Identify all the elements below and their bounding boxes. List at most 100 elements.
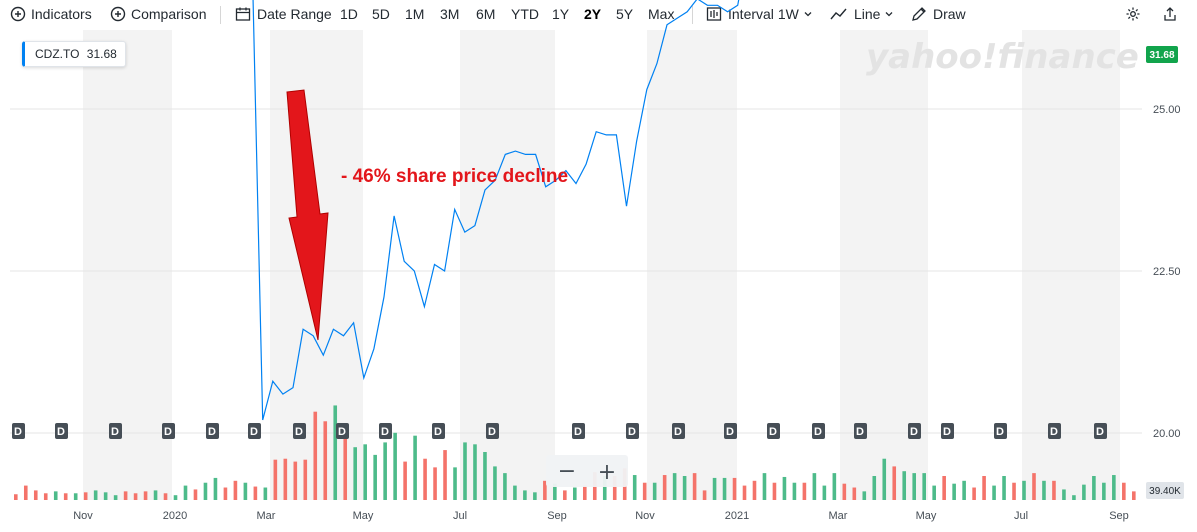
month-band <box>83 30 172 500</box>
candlestick-icon <box>706 7 722 21</box>
range-2y[interactable]: 2Y <box>584 6 602 22</box>
volume-bar <box>722 477 727 500</box>
range-1m[interactable]: 1M <box>405 6 425 22</box>
dividend-marker <box>994 423 1007 439</box>
volume-bar <box>363 444 367 500</box>
volume-bar <box>373 454 377 500</box>
ticker-symbol: CDZ.TO <box>35 47 80 61</box>
volume-bar <box>702 490 707 500</box>
x-tick-label: Jul <box>1014 510 1028 522</box>
volume-bar <box>1012 482 1016 500</box>
volume-bar <box>563 490 567 500</box>
interval-button[interactable]: Interval 1W <box>706 5 813 23</box>
zoom-panel <box>546 455 628 487</box>
dividend-marker-label: D <box>208 426 216 438</box>
volume-bar <box>742 485 747 500</box>
draw-button[interactable]: Draw <box>911 5 966 23</box>
volume-bar <box>123 491 128 500</box>
dividend-marker-label: D <box>295 426 303 438</box>
volume-bar <box>1002 476 1006 500</box>
volume-bar <box>383 442 387 500</box>
chart-toolbar: Indicators Comparison Date Range 1D 5D 1… <box>0 0 1197 30</box>
interval-label: Interval <box>728 6 774 22</box>
dividend-marker <box>812 423 825 439</box>
settings-button[interactable] <box>1125 5 1141 23</box>
month-band <box>1022 30 1120 500</box>
volume-bar <box>523 490 527 500</box>
draw-label: Draw <box>933 6 966 22</box>
volume-bar <box>313 411 318 500</box>
range-3m[interactable]: 3M <box>440 6 460 22</box>
zoom-controls[interactable]: − + <box>546 455 628 487</box>
dividend-marker <box>206 423 219 439</box>
volume-bar <box>832 473 837 500</box>
dividend-marker <box>1048 423 1061 439</box>
volume-bar <box>423 458 427 500</box>
dividend-marker-label: D <box>996 426 1004 438</box>
ticker-price: 31.68 <box>86 47 117 61</box>
volume-bar <box>862 491 867 500</box>
volume-bar <box>772 482 777 500</box>
volume-bar <box>273 459 278 500</box>
volume-bar <box>493 466 497 500</box>
comparison-label: Comparison <box>131 6 207 22</box>
range-1d[interactable]: 1D <box>340 6 358 22</box>
zoom-in-button[interactable]: + <box>598 460 616 485</box>
x-tick-label: 2020 <box>163 510 187 522</box>
chart-type-button[interactable]: Line <box>830 5 894 23</box>
volume-bar <box>203 482 208 500</box>
volume-bar <box>303 459 308 500</box>
decline-arrow <box>286 89 329 341</box>
share-button[interactable] <box>1162 5 1178 23</box>
dividend-marker <box>12 423 25 439</box>
ticker-label[interactable]: CDZ.TO 31.68 <box>22 41 126 67</box>
volume-bar <box>802 482 807 500</box>
volume-bar <box>353 447 357 500</box>
indicators-button[interactable]: Indicators <box>10 5 92 23</box>
x-tick-label: Sep <box>1109 510 1129 522</box>
comparison-button[interactable]: Comparison <box>110 5 206 23</box>
volume-bar <box>732 477 737 500</box>
volume-bar <box>503 473 507 500</box>
month-band <box>460 30 555 500</box>
volume-bar <box>433 467 437 500</box>
x-tick-label: 2021 <box>725 510 749 522</box>
volume-bar <box>1102 482 1106 500</box>
volume-bar <box>662 475 667 500</box>
share-icon <box>1164 7 1176 21</box>
range-6m[interactable]: 6M <box>476 6 496 22</box>
x-tick-label: Mar <box>829 510 848 522</box>
indicators-label: Indicators <box>31 6 92 22</box>
last-price-badge <box>1146 46 1178 63</box>
range-5y[interactable]: 5Y <box>616 6 634 22</box>
dividend-marker <box>248 423 261 439</box>
date-range-label: Date Range <box>257 6 332 22</box>
range-1y[interactable]: 1Y <box>552 6 570 22</box>
dividend-marker-label: D <box>769 426 777 438</box>
dividend-marker <box>432 423 445 439</box>
range-5d[interactable]: 5D <box>372 6 390 22</box>
volume-bar <box>143 491 148 500</box>
volume-bar <box>782 476 787 500</box>
volume-bar <box>233 480 238 500</box>
volume-bar <box>173 495 178 500</box>
range-max[interactable]: Max <box>648 6 675 22</box>
y-tick-label: 20.00 <box>1153 428 1181 440</box>
dividend-marker <box>626 423 639 439</box>
volume-bar <box>902 471 907 500</box>
volume-bar <box>223 487 228 500</box>
range-ytd[interactable]: YTD <box>511 6 539 22</box>
volume-bar <box>323 421 328 500</box>
x-tick-label: Nov <box>73 510 93 522</box>
dividend-marker <box>336 423 349 439</box>
dividend-marker-label: D <box>488 426 496 438</box>
dividend-marker <box>908 423 921 439</box>
date-range-button[interactable]: Date Range <box>235 5 332 23</box>
dividend-marker-label: D <box>250 426 258 438</box>
x-tick-label: Jul <box>453 510 467 522</box>
zoom-out-button[interactable]: − <box>558 459 576 484</box>
volume-bar <box>263 487 268 500</box>
volume-bar <box>582 485 587 500</box>
volume-bar <box>1032 473 1036 500</box>
plus-circle-icon <box>10 6 26 22</box>
